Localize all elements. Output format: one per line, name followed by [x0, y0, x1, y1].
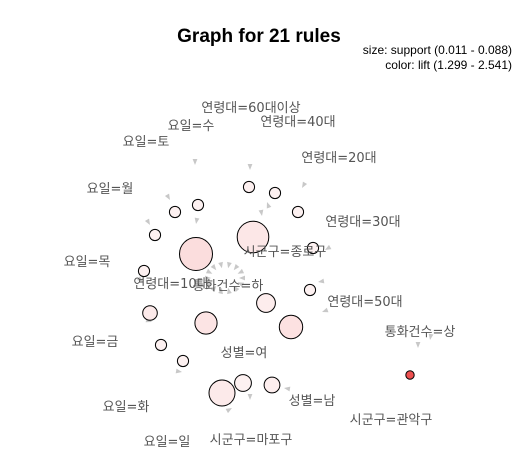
rule-node [148, 228, 162, 242]
item-label: 시군구=관악구 [350, 413, 433, 428]
rule-node [291, 205, 305, 219]
item-label: 시군구=종로구 [244, 245, 327, 260]
rule-node [405, 370, 415, 380]
edge-arrowhead [302, 181, 308, 188]
item-label: 연령대=30대 [325, 215, 400, 230]
item-label: 연령대=10대 [133, 277, 208, 292]
item-label: 요일=금 [72, 335, 119, 350]
edge-arrowhead [227, 261, 232, 269]
edge-arrowhead [247, 164, 253, 170]
edge-arrowhead [210, 264, 217, 271]
edge-arrowhead [266, 202, 272, 209]
plot-title: Graph for 21 rules [177, 26, 341, 47]
rule-node [256, 293, 276, 313]
edge-arrowhead [194, 217, 200, 224]
edge-arrowhead [175, 368, 182, 374]
item-label: 성별=여 [221, 346, 268, 361]
item-label: 요일=토 [123, 135, 170, 150]
legend-color: color: lift (1.299 - 2.541) [385, 58, 512, 72]
edge-arrowhead [218, 261, 223, 269]
edge-arrowhead [205, 268, 213, 274]
rule-node [303, 283, 317, 297]
rule-node [263, 376, 281, 394]
edge-arrowhead [227, 287, 232, 295]
rule-node [176, 354, 190, 368]
edge-arrowhead [239, 275, 245, 281]
item-label: 연령대=40대 [260, 115, 335, 130]
edge-arrowhead [258, 209, 264, 216]
item-label: 요일=목 [64, 255, 111, 270]
edge-arrowhead [247, 394, 253, 400]
item-label: 요일=월 [87, 182, 134, 197]
rule-node [142, 305, 158, 321]
item-label: 통화건수=하 [193, 279, 264, 294]
item-label: 연령대=20대 [301, 151, 376, 166]
rule-node [208, 379, 236, 407]
edge-arrowhead [428, 333, 434, 340]
rule-node [191, 198, 205, 212]
edge-arrowhead [284, 386, 291, 392]
edge-arrowhead [318, 278, 325, 284]
item-label: 요일=수 [168, 119, 215, 134]
edge-arrowhead [205, 282, 213, 288]
edge-arrowhead [218, 287, 223, 295]
rule-node [194, 311, 218, 335]
rule-node [236, 220, 270, 254]
item-label: 시군구=마포구 [210, 433, 293, 448]
item-label: 통화건수=상 [385, 325, 456, 340]
item-label: 성별=남 [289, 394, 336, 409]
edge-arrowhead [415, 342, 421, 348]
rule-node [242, 180, 256, 194]
rule-node [168, 205, 182, 219]
edge-arrowhead [233, 285, 240, 292]
item-label: 요일=화 [103, 400, 150, 415]
rule-node [179, 237, 213, 271]
edge-arrowhead [164, 193, 170, 200]
edge-arrowhead [225, 408, 232, 414]
edge-arrowhead [237, 268, 245, 274]
rule-node [137, 264, 151, 278]
edge-arrowhead [233, 264, 240, 271]
legend-size: size: support (0.011 - 0.088) [362, 43, 512, 57]
edge-arrowhead [136, 276, 143, 282]
item-label: 연령대=50대 [327, 295, 402, 310]
edge-arrowhead [144, 218, 150, 225]
rule-node [306, 241, 320, 255]
rule-node [154, 338, 168, 352]
item-label: 요일=일 [144, 435, 191, 450]
edge-arrowhead [237, 282, 245, 288]
rule-node [234, 374, 252, 392]
edge-arrowhead [322, 307, 329, 313]
rule-node [268, 186, 282, 200]
item-label: 연령대=60대이상 [201, 101, 300, 116]
edge-arrowhead [325, 244, 332, 250]
edge-arrowhead [210, 285, 217, 292]
edge-arrowhead [205, 275, 211, 281]
rule-node [278, 314, 304, 340]
edge-arrowhead [192, 159, 198, 165]
